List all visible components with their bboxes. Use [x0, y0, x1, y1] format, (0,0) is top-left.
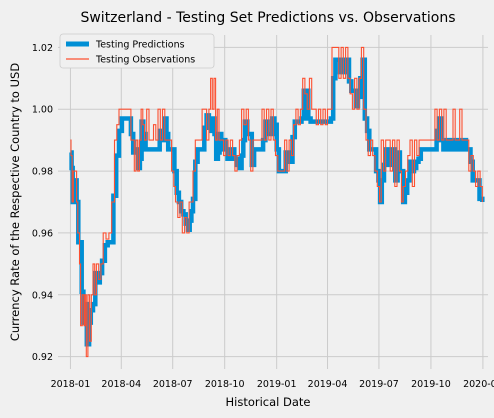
legend-box: [59, 33, 215, 69]
y-tick-label: 0.94: [32, 290, 53, 301]
chart-title: Switzerland - Testing Set Predictions vs…: [80, 10, 455, 26]
tick-labels: 0.92 0.94 0.96 0.98 1.00 1.02 2018-01 2018-04 20…: [32, 43, 494, 390]
x-tick-label: 2019-04: [308, 379, 348, 390]
y-tick-label: 1.00: [32, 105, 53, 116]
legend-observations-label: Testing Observations: [95, 55, 195, 66]
y-tick-label: 1.02: [32, 43, 53, 54]
x-tick-label: 2018-07: [153, 379, 193, 390]
y-tick-label: 0.98: [32, 167, 53, 178]
x-tick-label: 2018-01: [51, 379, 91, 390]
x-tick-label: 2018-10: [205, 379, 245, 390]
x-tick-label: 2019-10: [411, 379, 451, 390]
series-layer: [69, 46, 485, 358]
x-tick-label: 2020-01: [463, 379, 494, 390]
y-tick-label: 0.92: [32, 352, 53, 363]
y-tick-label: 0.96: [32, 228, 53, 239]
predictions-series-line: [69, 57, 485, 347]
observations-series-line: [70, 46, 483, 358]
y-axis-label: Currency Rate of the Respective Country …: [8, 63, 22, 341]
legend: Testing Predictions Testing Observations: [59, 33, 215, 69]
x-tick-label: 2019-01: [257, 379, 297, 390]
x-tick-label: 2019-07: [359, 379, 399, 390]
x-axis-label: Historical Date: [225, 395, 310, 409]
x-tick-label: 2018-04: [101, 379, 141, 390]
legend-predictions-label: Testing Predictions: [95, 40, 185, 51]
